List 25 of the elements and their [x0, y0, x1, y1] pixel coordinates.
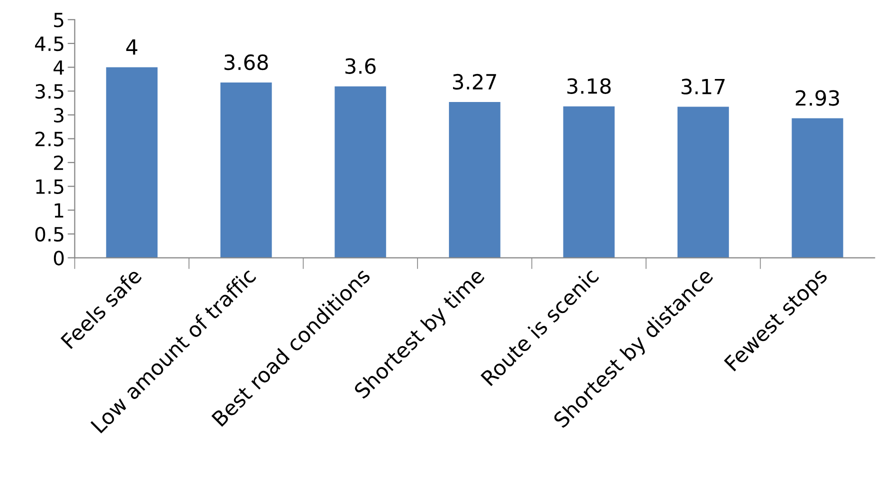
bar — [792, 118, 844, 258]
y-tick-label: 0.5 — [35, 226, 64, 242]
data-label: 3.17 — [682, 78, 725, 94]
data-label: 2.93 — [796, 90, 839, 106]
data-label: 4 — [126, 39, 138, 55]
y-tick-label: 3.5 — [36, 84, 64, 99]
y-tick-label: 2 — [54, 155, 64, 170]
y-tick-label: 1 — [54, 203, 64, 218]
y-tick-label: 2.5 — [35, 132, 64, 146]
y-tick-label: 5 — [54, 12, 64, 28]
data-label: 3.68 — [224, 54, 268, 70]
bar — [220, 82, 272, 258]
data-label: 3.6 — [345, 58, 376, 74]
bar — [106, 67, 158, 258]
bar — [677, 106, 729, 258]
y-tick-label: 3 — [54, 108, 64, 123]
bar — [448, 102, 500, 258]
data-label: 3.18 — [567, 78, 611, 94]
y-tick-label: 4.5 — [35, 36, 64, 52]
bar — [334, 86, 386, 258]
y-tick-label: 0 — [54, 250, 64, 266]
y-tick-label: 4 — [54, 60, 64, 75]
bar — [563, 106, 615, 258]
y-tick-label: 1.5 — [36, 180, 64, 194]
data-label: 3.27 — [453, 74, 496, 90]
